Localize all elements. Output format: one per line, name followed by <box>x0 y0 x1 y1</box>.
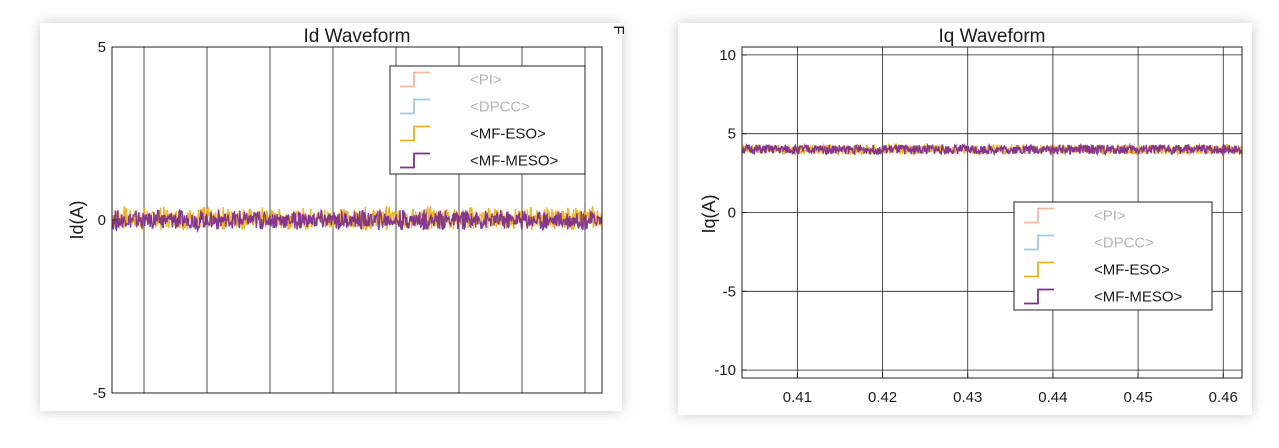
id-legend-swatch <box>400 152 430 169</box>
iq-legend-swatch <box>1024 288 1054 305</box>
iq-legend-label: <DPCC> <box>1094 235 1154 252</box>
id-legend-swatch <box>400 71 430 88</box>
iq-legend-swatch <box>1024 207 1054 224</box>
id-series-mf-meso <box>111 208 603 234</box>
iq-chart-title: Iq Waveform <box>939 26 1046 47</box>
iq-legend-label: <MF-ESO> <box>1094 262 1170 279</box>
id-chart-title: Id Waveform <box>304 26 411 47</box>
iq-chart: -10 -5 0 5 10 0.41 0.42 0.43 0.44 0.45 0.46 Iq Wave… <box>699 26 1243 406</box>
iq-y-axis-label: Iq(A) <box>699 194 719 233</box>
iq-legend-label: <PI> <box>1094 208 1126 225</box>
iq-y-tick-label: -5 <box>723 283 736 300</box>
iq-legend-label: <MF-MESO> <box>1094 289 1183 306</box>
id-legend-label: <MF-ESO> <box>470 126 546 143</box>
iq-x-tick-label: 0.44 <box>1038 389 1067 406</box>
iq-y-tick-label: 5 <box>728 126 736 143</box>
id-legend-swatch <box>400 98 430 115</box>
iq-legend-swatch <box>1024 234 1054 251</box>
id-y-tick-label: 5 <box>98 39 106 56</box>
iq-series-mf-meso <box>741 142 1243 157</box>
iq-legend-box <box>1013 201 1213 311</box>
iq-x-tick-label: 0.45 <box>1123 389 1152 406</box>
id-y-tick-label: -5 <box>93 385 106 402</box>
iq-y-tick-label: 0 <box>728 205 736 222</box>
id-legend-label: <MF-MESO> <box>470 153 559 170</box>
iq-y-tick-label: 10 <box>719 47 736 64</box>
id-legend: <PI> <DPCC> <MF-ESO> <MF-MESO> <box>389 65 586 175</box>
id-corner-mark: F <box>610 25 627 34</box>
iq-x-tick-label: 0.46 <box>1209 389 1238 406</box>
id-y-axis-label: Id(A) <box>67 200 87 239</box>
id-legend-swatch <box>400 125 430 142</box>
iq-y-tick-label: -10 <box>714 362 736 379</box>
id-legend-label: <DPCC> <box>470 99 530 116</box>
iq-x-tick-label: 0.43 <box>953 389 982 406</box>
iq-x-tick-label: 0.41 <box>783 389 812 406</box>
iq-legend: <PI> <DPCC> <MF-ESO> <MF-MESO> <box>1013 201 1213 311</box>
id-legend-box <box>389 65 586 175</box>
iq-x-tick-label: 0.42 <box>868 389 897 406</box>
id-y-tick-label: 0 <box>98 212 106 229</box>
iq-legend-swatch <box>1024 261 1054 278</box>
id-legend-label: <PI> <box>470 72 502 89</box>
